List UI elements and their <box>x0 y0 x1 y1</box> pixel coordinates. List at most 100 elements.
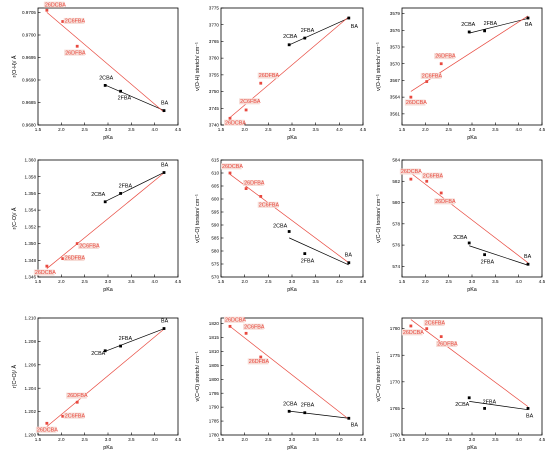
fit-line-black <box>289 17 349 46</box>
x-axis-label: pKa <box>467 287 477 293</box>
y-tick-label: 574 <box>392 264 400 269</box>
fit-line-black <box>105 328 165 352</box>
point-label: 2CBA <box>283 34 297 40</box>
x-tick-label: 3.0 <box>289 127 296 132</box>
fit-line-black <box>289 237 349 266</box>
y-tick-label: 3745 <box>209 106 220 111</box>
fit-line-black <box>289 410 349 419</box>
data-point <box>228 116 232 120</box>
x-tick-label: 4.5 <box>360 279 367 284</box>
x-tick-label: 2.5 <box>265 437 272 442</box>
x-tick-label: 2.0 <box>422 279 429 284</box>
point-label: 2C6FBA <box>422 74 443 80</box>
y-tick-label: 605 <box>211 184 219 189</box>
data-point <box>45 421 49 425</box>
data-point <box>75 400 79 404</box>
data-point <box>483 407 486 410</box>
x-tick-label: 3.0 <box>289 279 296 284</box>
y-tick-label: 1.210 <box>25 316 37 321</box>
data-point <box>119 344 122 348</box>
x-tick-label: 4.5 <box>360 437 367 442</box>
x-axis-label: pKa <box>103 445 113 451</box>
point-label-bg <box>63 17 85 24</box>
y-tick-label: 600 <box>211 197 219 202</box>
y-tick-label: 1.200 <box>25 433 37 438</box>
y-tick-label: 0.9705 <box>22 10 36 15</box>
point-label-bg <box>35 426 57 433</box>
y-tick-label: 0.9695 <box>22 55 36 60</box>
y-axis-label: ν(O-H) stretch/ cm⁻¹ <box>195 42 201 91</box>
y-tick-label: 0.9680 <box>22 123 36 128</box>
x-axis-label: pKa <box>103 287 113 293</box>
fit-line-black <box>469 401 529 411</box>
data-point <box>228 324 232 328</box>
point-label: 26DFBA <box>65 256 86 262</box>
point-label: 2FBA <box>118 95 132 101</box>
data-point <box>228 171 232 175</box>
data-point <box>409 177 413 181</box>
y-tick-label: 0.9700 <box>22 33 36 38</box>
y-tick-label: 1.206 <box>25 362 37 367</box>
point-label: 2CBA <box>91 351 105 357</box>
x-tick-label: 4.0 <box>515 279 522 284</box>
data-point <box>467 396 471 400</box>
point-label: BA <box>161 319 169 325</box>
point-label-bg <box>420 72 442 79</box>
x-tick-label: 3.0 <box>469 127 476 132</box>
data-point <box>303 252 307 255</box>
point-label: 26DFBA <box>435 199 456 205</box>
point-label: 26DFBA <box>249 359 270 365</box>
x-tick-label: 3.5 <box>312 437 319 442</box>
x-tick-label: 3.5 <box>492 437 499 442</box>
y-tick-label: 1.352 <box>25 224 37 229</box>
y-tick-label: 1.358 <box>25 174 37 179</box>
data-point <box>409 324 413 328</box>
y-tick-label: 580 <box>392 200 400 205</box>
point-label: 2C6FBA <box>423 173 444 179</box>
point-label: 26DCBA <box>403 330 424 336</box>
x-tick-label: 2.5 <box>265 279 272 284</box>
point-label-bg <box>63 255 85 262</box>
x-tick-label: 2.5 <box>81 437 88 442</box>
y-tick-label: 1770 <box>390 379 401 384</box>
y-tick-label: 1.204 <box>25 386 37 391</box>
point-label: 26DCBA <box>45 2 66 8</box>
y-tick-label: 1790 <box>209 405 220 410</box>
data-point <box>526 262 530 266</box>
x-tick-label: 3.5 <box>312 279 319 284</box>
x-tick-label: 2.0 <box>241 279 248 284</box>
data-point <box>103 200 107 204</box>
data-point <box>425 179 429 183</box>
point-label: 2C6FBA <box>65 413 86 419</box>
y-tick-label: 3561 <box>390 111 401 116</box>
x-tick-label: 2.5 <box>81 279 88 284</box>
x-tick-label: 1.5 <box>399 279 406 284</box>
y-axis-label: r(O-H)/ Å <box>11 55 18 77</box>
point-label: 2C6FBA <box>244 324 265 330</box>
data-point <box>119 192 122 195</box>
point-label-bg <box>404 99 426 106</box>
point-label: 2C6FBA <box>259 202 280 208</box>
point-label: 26DFBA <box>65 50 86 56</box>
x-axis-label: pKa <box>467 445 477 451</box>
point-label: 2CBA <box>91 192 105 198</box>
point-label: BA <box>345 253 353 259</box>
panel-9: 1.5 2.0 2.5 3.0 3.5 4.0 4.5 1760 1765 1770 1775 178… <box>376 317 546 451</box>
point-label-bg <box>43 1 65 8</box>
x-tick-label: 1.5 <box>35 127 42 132</box>
x-tick-label: 3.0 <box>105 279 112 284</box>
data-point <box>162 109 166 112</box>
data-point <box>259 81 263 85</box>
y-tick-label: 3770 <box>209 22 220 27</box>
point-label-bg <box>434 53 455 60</box>
x-tick-label: 3.0 <box>105 437 112 442</box>
y-tick-label: 575 <box>211 262 219 267</box>
point-label: 26DCBA <box>406 100 427 106</box>
data-point <box>259 195 263 198</box>
x-tick-label: 4.5 <box>175 437 182 442</box>
y-tick-label: 1815 <box>209 335 220 340</box>
point-label: 26DCBA <box>225 317 246 323</box>
x-tick-label: 2.5 <box>445 127 452 132</box>
y-tick-label: 3564 <box>390 95 401 100</box>
